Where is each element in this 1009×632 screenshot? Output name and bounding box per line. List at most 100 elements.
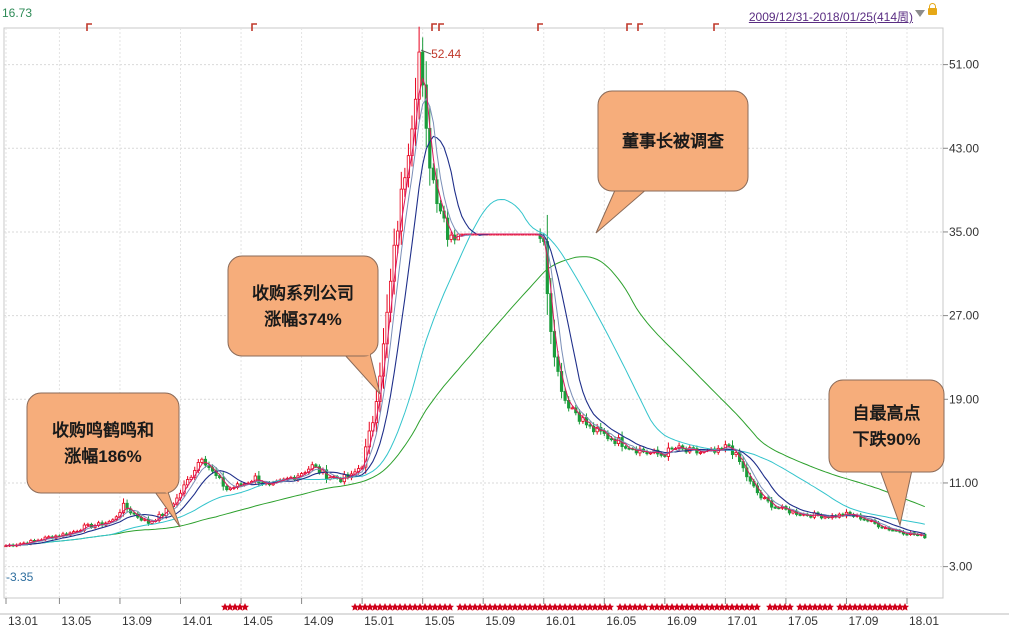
- signal-star: [396, 603, 404, 611]
- signal-star: [621, 603, 629, 611]
- candle-body: [762, 497, 767, 500]
- signal-star: [816, 603, 824, 611]
- signal-star: [366, 603, 374, 611]
- candle-body: [257, 475, 261, 484]
- candle-body: [556, 356, 560, 372]
- signal-star: [753, 603, 761, 611]
- candle-body: [449, 234, 453, 240]
- signal-star: [586, 603, 594, 611]
- event-flag: [438, 23, 444, 31]
- candle-body: [727, 444, 731, 447]
- signal-star: [718, 603, 726, 611]
- x-tick-label: 15.09: [485, 614, 515, 628]
- signal-star: [601, 603, 609, 611]
- x-tick-label: 16.05: [606, 614, 636, 628]
- signal-star: [421, 603, 429, 611]
- signal-star: [766, 603, 774, 611]
- signal-star: [836, 603, 844, 611]
- signal-star: [561, 603, 569, 611]
- signal-star: [821, 603, 829, 611]
- signal-star: [801, 603, 809, 611]
- ma-line-navy: [5, 135, 925, 547]
- signal-star: [226, 603, 234, 611]
- candle-body: [624, 446, 628, 449]
- event-flag: [537, 23, 543, 31]
- callout-acquire-mingheming-box: [26, 392, 180, 494]
- x-tick-label: 14.01: [183, 614, 213, 628]
- signal-star: [551, 603, 559, 611]
- event-flag: [86, 23, 92, 31]
- low-marker-label: -3.35: [6, 570, 34, 584]
- signal-star: [856, 603, 864, 611]
- signal-star: [491, 603, 499, 611]
- candle-body: [770, 500, 774, 508]
- lock-icon[interactable]: [928, 3, 937, 15]
- candle-body: [460, 233, 464, 236]
- signal-star: [510, 603, 519, 611]
- x-tick-label: 15.05: [425, 614, 455, 628]
- signal-star: [376, 603, 384, 611]
- candle-body: [588, 424, 592, 427]
- y-tick-label: 19.00: [949, 392, 979, 406]
- signal-star: [658, 603, 666, 611]
- signal-star: [673, 603, 681, 611]
- y-tick-label: 27.00: [949, 309, 979, 323]
- plot-frame: [3, 27, 944, 599]
- signal-star: [693, 603, 701, 611]
- candle-body: [399, 188, 403, 232]
- signal-star: [356, 603, 364, 611]
- x-tick-label: 15.01: [364, 614, 394, 628]
- signal-star: [441, 603, 449, 611]
- signal-star: [596, 603, 604, 611]
- signal-star: [461, 603, 469, 611]
- signal-star: [846, 603, 854, 611]
- x-tick-label: 18.01: [909, 614, 939, 628]
- date-range-selector[interactable]: 2009/12/31-2018/01/25(414周): [748, 10, 913, 24]
- candle-body: [748, 476, 752, 482]
- chevron-down-icon[interactable]: [915, 10, 925, 17]
- candle-body: [225, 485, 229, 491]
- callout-chairman-investigated-box: [597, 90, 749, 192]
- signal-star: [786, 603, 794, 611]
- signal-star: [811, 603, 819, 611]
- signal-star: [571, 603, 579, 611]
- candle-body: [403, 177, 407, 190]
- signal-star: [381, 603, 389, 611]
- signal-star: [776, 603, 784, 611]
- callout-chairman-investigated-text: 董事长被调查: [622, 131, 725, 151]
- signal-star: [371, 603, 379, 611]
- signal-star: [531, 603, 539, 611]
- candle-body: [862, 518, 866, 521]
- signal-star: [891, 603, 899, 611]
- candle-body: [592, 425, 596, 433]
- candle-body: [200, 458, 204, 463]
- signal-star: [723, 603, 731, 611]
- signal-star: [386, 603, 394, 611]
- signal-star: [698, 603, 706, 611]
- signal-star: [521, 603, 529, 611]
- signal-star: [866, 603, 874, 611]
- callout-drop-from-high-text: 下跌90%: [852, 430, 920, 449]
- signal-star: [401, 603, 409, 611]
- candle-body: [698, 452, 703, 454]
- y-tick-label: 35.00: [949, 225, 979, 239]
- signal-star: [738, 603, 746, 611]
- signal-star: [541, 603, 549, 611]
- high-marker-label: 52.44: [431, 47, 461, 61]
- x-tick-label: 13.01: [8, 614, 38, 628]
- signal-star: [546, 603, 554, 611]
- signal-star: [506, 603, 514, 611]
- candle-body: [923, 533, 927, 539]
- signal-star: [591, 603, 599, 611]
- callout-acquire-mingheming-text: 涨幅186%: [64, 446, 141, 466]
- candle-body: [606, 433, 610, 440]
- signal-star: [648, 603, 656, 611]
- signal-star: [616, 603, 624, 611]
- signal-star: [876, 603, 884, 611]
- signal-star: [426, 603, 434, 611]
- signal-star: [516, 603, 524, 611]
- signal-star: [708, 603, 716, 611]
- candle-body: [417, 51, 421, 100]
- signal-star: [678, 603, 686, 611]
- signal-star: [556, 603, 564, 611]
